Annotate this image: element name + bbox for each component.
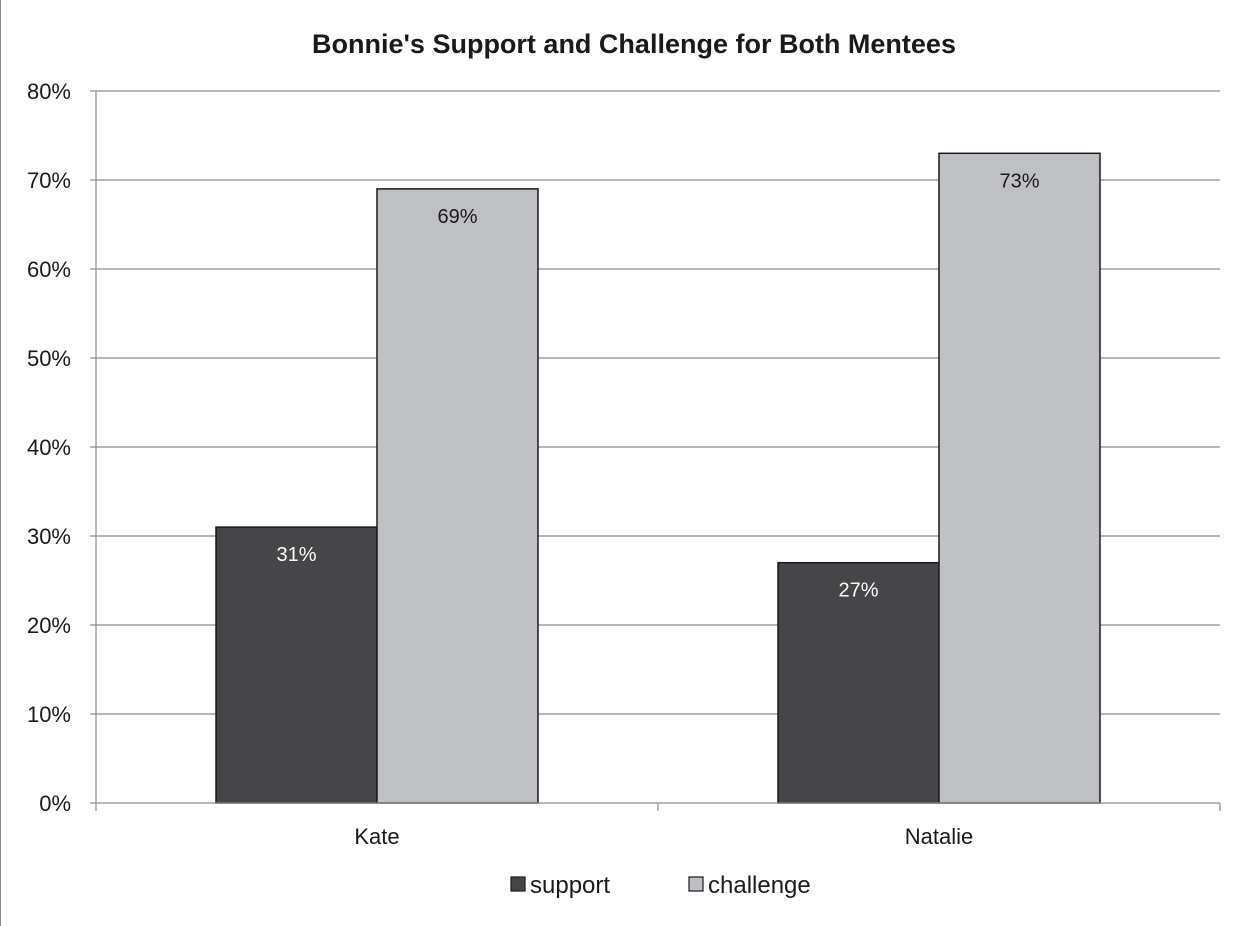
data-label: 27% <box>838 580 878 602</box>
x-axis: Kate Natalie <box>95 802 1221 849</box>
bars: 31% 69% 27% 73% <box>215 152 1101 804</box>
y-tick-label: 30% <box>27 524 71 549</box>
y-tick-label: 80% <box>27 79 71 104</box>
legend-label-support: support <box>530 872 610 899</box>
y-tick-label: 0% <box>39 791 71 816</box>
bar-support-kate <box>215 526 378 804</box>
chart-title: Bonnie's Support and Challenge for Both … <box>312 29 956 59</box>
y-axis: 0% 10% 20% 30% 40% 50% 60% 70% 80% <box>27 79 97 816</box>
y-tick-label: 70% <box>27 168 71 193</box>
y-tick-label: 60% <box>27 257 71 282</box>
legend-label-challenge: challenge <box>708 872 811 899</box>
data-label: 69% <box>437 206 477 228</box>
bar-support-natalie <box>777 561 940 804</box>
bar-challenge-kate <box>376 188 539 804</box>
legend: support challenge <box>510 872 811 899</box>
data-label: 31% <box>276 544 316 566</box>
y-tick-label: 50% <box>27 346 71 371</box>
x-tick-label: Natalie <box>905 824 973 849</box>
bar-challenge-natalie <box>938 152 1101 804</box>
y-tick-label: 40% <box>27 435 71 460</box>
y-tick-label: 10% <box>27 702 71 727</box>
x-tick-label: Kate <box>354 824 399 849</box>
legend-swatch-support <box>510 876 526 892</box>
legend-swatch-challenge <box>688 876 704 892</box>
data-label: 73% <box>999 170 1039 192</box>
y-tick-label: 20% <box>27 613 71 638</box>
